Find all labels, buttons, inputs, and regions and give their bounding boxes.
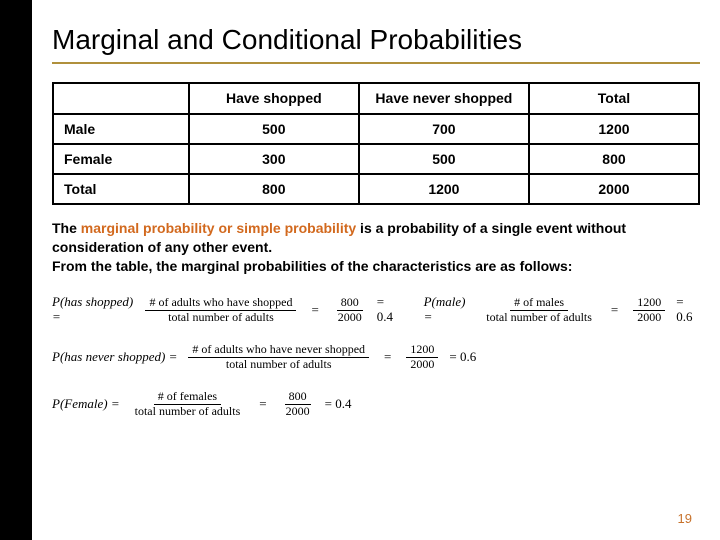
- cell: 300: [189, 144, 359, 174]
- body-highlight: marginal probability or simple probabili…: [81, 220, 356, 236]
- formula-lhs: P(Female) =: [52, 397, 120, 412]
- row-label-female: Female: [53, 144, 189, 174]
- formula-lhs: P(male) =: [424, 295, 472, 325]
- cell: 1200: [359, 174, 529, 204]
- body-text-a: The: [52, 220, 81, 236]
- page-title: Marginal and Conditional Probabilities: [52, 24, 700, 64]
- table-header-col1: Have shopped: [189, 83, 359, 114]
- table-header-blank: [53, 83, 189, 114]
- cell: 1200: [529, 114, 699, 144]
- row-label-male: Male: [53, 114, 189, 144]
- table-row: Female 300 500 800: [53, 144, 699, 174]
- fraction: 800 2000: [334, 296, 366, 325]
- cell: 700: [359, 114, 529, 144]
- body-text-line2: From the table, the marginal probabiliti…: [52, 258, 572, 274]
- formula-lhs: P(has shopped) =: [52, 295, 134, 325]
- probability-table: Have shopped Have never shopped Total Ma…: [52, 82, 700, 205]
- table-row: Male 500 700 1200: [53, 114, 699, 144]
- fraction: # of females total number of adults: [131, 390, 245, 419]
- fraction: # of males total number of adults: [482, 296, 596, 325]
- row-label-total: Total: [53, 174, 189, 204]
- formula-block: P(has shopped) = # of adults who have sh…: [52, 295, 700, 418]
- body-paragraph: The marginal probability or simple proba…: [52, 219, 700, 276]
- formula-lhs: P(has never shopped) =: [52, 350, 177, 365]
- fraction: 1200 2000: [633, 296, 665, 325]
- slide-sidebar: [0, 0, 32, 540]
- cell: 500: [189, 114, 359, 144]
- formula-row-1: P(has shopped) = # of adults who have sh…: [52, 295, 700, 325]
- fraction: # of adults who have never shopped total…: [188, 343, 369, 372]
- table-header-row: Have shopped Have never shopped Total: [53, 83, 699, 114]
- formula-row-3: P(Female) = # of females total number of…: [52, 390, 700, 419]
- table-header-col3: Total: [529, 83, 699, 114]
- slide-content: Marginal and Conditional Probabilities H…: [32, 0, 720, 540]
- cell: 500: [359, 144, 529, 174]
- cell: 800: [189, 174, 359, 204]
- fraction: 800 2000: [282, 390, 314, 419]
- cell: 800: [529, 144, 699, 174]
- page-number: 19: [678, 511, 692, 526]
- table-row: Total 800 1200 2000: [53, 174, 699, 204]
- fraction: 1200 2000: [406, 343, 438, 372]
- cell: 2000: [529, 174, 699, 204]
- table-header-col2: Have never shopped: [359, 83, 529, 114]
- fraction: # of adults who have shopped total numbe…: [145, 296, 296, 325]
- formula-row-2: P(has never shopped) = # of adults who h…: [52, 343, 700, 372]
